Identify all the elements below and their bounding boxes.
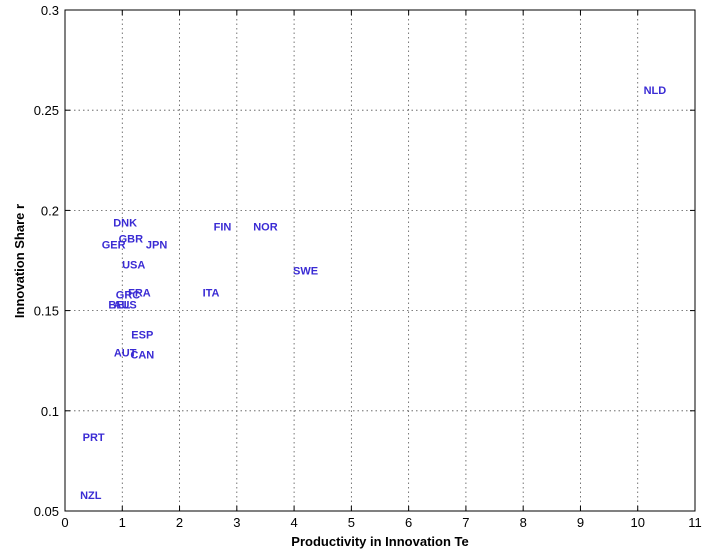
x-axis-label: Productivity in Innovation Te — [291, 534, 468, 549]
x-tick-label: 9 — [577, 515, 584, 530]
axis-ticks — [64, 9, 696, 512]
point-label-swe: SWE — [293, 266, 318, 278]
point-label-fra: FRA — [128, 288, 151, 300]
y-axis-label: Innovation Share r — [12, 204, 27, 318]
x-tick-labels: 0 1 2 3 4 5 6 7 8 9 10 11 — [61, 515, 701, 530]
point-label-grc: GRC — [116, 290, 141, 302]
x-tick-label: 5 — [348, 515, 355, 530]
point-label-nor: NOR — [253, 221, 278, 233]
point-label-fin: FIN — [214, 221, 232, 233]
point-label-nzl: NZL — [80, 490, 102, 502]
x-tick-label: 8 — [520, 515, 527, 530]
point-label-ger: GER — [102, 239, 126, 251]
y-tick-label: 0.25 — [34, 103, 59, 118]
grid-lines — [65, 10, 695, 511]
x-tick-label: 7 — [462, 515, 469, 530]
y-tick-label: 0.15 — [34, 304, 59, 319]
x-tick-label: 0 — [61, 515, 68, 530]
x-tick-label: 1 — [119, 515, 126, 530]
x-tick-label: 11 — [688, 515, 702, 530]
point-label-aus: AUS — [114, 300, 137, 312]
point-label-gbr: GBR — [119, 233, 144, 245]
point-label-ita: ITA — [203, 288, 220, 300]
point-label-nld: NLD — [644, 85, 667, 97]
x-tick-label: 6 — [405, 515, 412, 530]
point-label-can: CAN — [130, 350, 154, 362]
x-tick-label: 2 — [176, 515, 183, 530]
y-tick-label: 0.2 — [41, 203, 59, 218]
y-tick-label: 0.1 — [41, 404, 59, 419]
point-label-jpn: JPN — [146, 239, 167, 251]
y-tick-label: 0.3 — [41, 3, 59, 18]
point-label-bel: BEL — [108, 300, 130, 312]
point-label-dnk: DNK — [113, 217, 137, 229]
y-tick-label: 0.05 — [34, 504, 59, 519]
point-label-esp: ESP — [131, 330, 153, 342]
x-tick-label: 3 — [233, 515, 240, 530]
point-label-aut: AUT — [114, 348, 137, 360]
x-tick-label: 4 — [290, 515, 297, 530]
y-tick-labels: 0.05 0.1 0.15 0.2 0.25 0.3 — [34, 3, 59, 519]
x-tick-label: 10 — [630, 515, 644, 530]
point-label-prt: PRT — [83, 432, 105, 444]
point-label-usa: USA — [122, 260, 145, 272]
plot-frame — [64, 9, 696, 512]
